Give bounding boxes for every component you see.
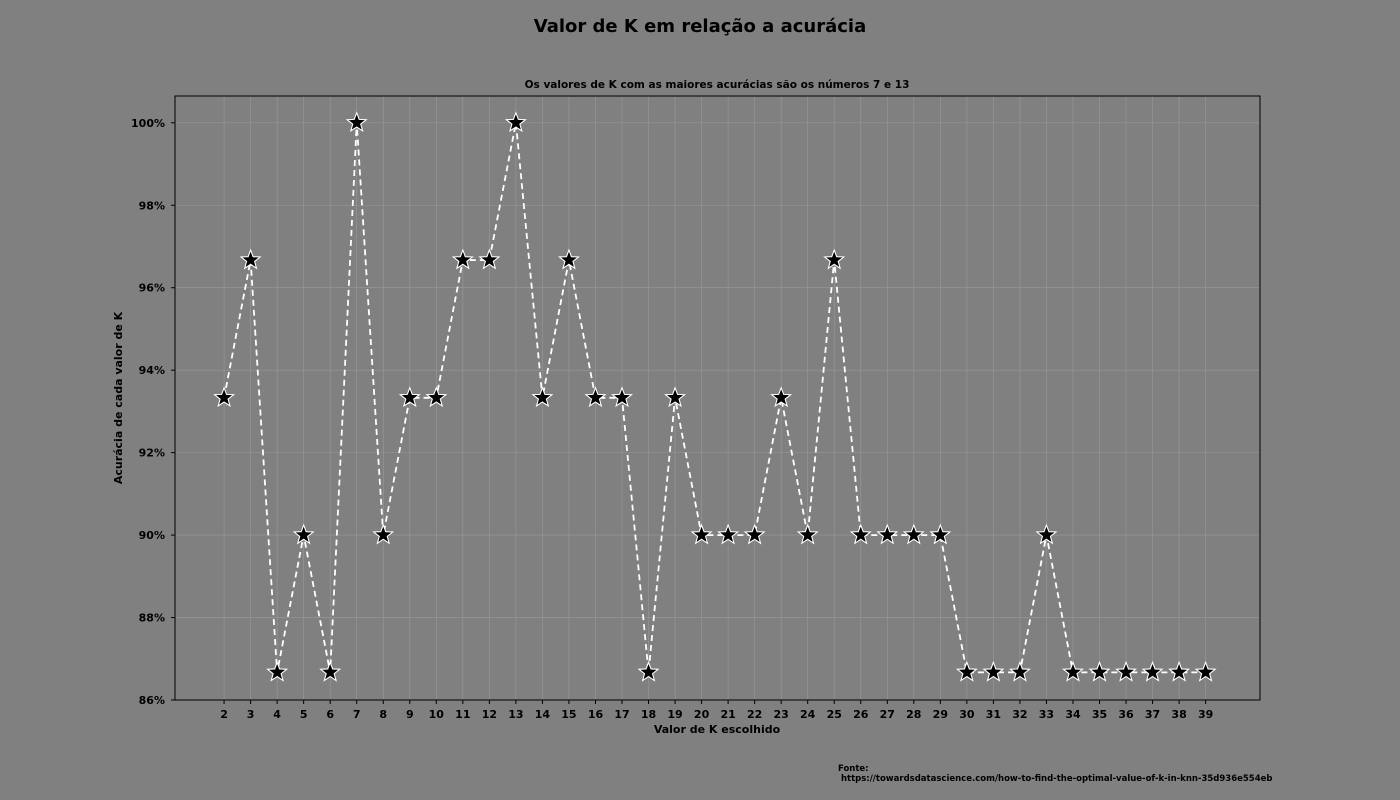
data-point-star <box>1115 660 1138 682</box>
data-point-star <box>849 523 872 545</box>
data-point-star <box>1035 523 1058 545</box>
data-point-star <box>1141 660 1164 682</box>
data-point-star <box>690 523 713 545</box>
x-tick-label: 6 <box>326 708 334 721</box>
data-point-star <box>504 111 527 133</box>
x-tick-label: 23 <box>774 708 789 721</box>
data-point-star <box>743 523 766 545</box>
data-point-star <box>1168 660 1191 682</box>
x-tick-label: 15 <box>561 708 576 721</box>
data-point-star <box>425 386 448 408</box>
data-point-star <box>398 386 421 408</box>
data-point-star <box>1194 660 1217 682</box>
data-point-star <box>213 386 236 408</box>
x-tick-label: 26 <box>853 708 869 721</box>
data-point-star <box>717 523 740 545</box>
x-tick-label: 7 <box>353 708 361 721</box>
x-tick-label: 30 <box>959 708 975 721</box>
x-tick-label: 12 <box>482 708 497 721</box>
data-point-star <box>584 386 607 408</box>
x-tick-label: 25 <box>827 708 842 721</box>
data-point-star <box>664 386 687 408</box>
y-tick-label: 96% <box>139 282 165 295</box>
data-point-star <box>796 523 819 545</box>
x-tick-label: 28 <box>906 708 921 721</box>
x-tick-label: 36 <box>1118 708 1134 721</box>
x-tick-label: 21 <box>720 708 735 721</box>
x-tick-label: 20 <box>694 708 710 721</box>
y-tick-label: 92% <box>139 447 165 460</box>
x-tick-label: 27 <box>880 708 895 721</box>
x-tick-label: 14 <box>535 708 551 721</box>
grid-lines <box>175 96 1260 701</box>
data-point-star <box>319 660 342 682</box>
data-point-star <box>770 386 793 408</box>
y-axis-label: Acurácia de cada valor de K <box>112 311 125 484</box>
x-tick-label: 31 <box>986 708 1001 721</box>
data-point-star <box>876 523 899 545</box>
x-tick-label: 19 <box>667 708 682 721</box>
y-tick-label: 100% <box>131 117 165 130</box>
data-point-star <box>823 248 846 270</box>
y-tick-label: 86% <box>139 694 165 707</box>
data-point-star <box>955 660 978 682</box>
x-tick-label: 3 <box>247 708 255 721</box>
plot-area-frame <box>174 95 1261 701</box>
data-point-star <box>478 248 501 270</box>
x-tick-label: 24 <box>800 708 816 721</box>
x-tick-label: 37 <box>1145 708 1160 721</box>
x-tick-label: 32 <box>1012 708 1027 721</box>
x-tick-label: 18 <box>641 708 656 721</box>
x-tick-label: 17 <box>614 708 629 721</box>
data-point-star <box>982 660 1005 682</box>
data-point-star <box>372 523 395 545</box>
x-tick-label: 5 <box>300 708 308 721</box>
data-point-star <box>266 660 289 682</box>
source-url[interactable]: https://towardsdatascience.com/how-to-fi… <box>840 774 1273 784</box>
accuracy-markers <box>213 111 1217 682</box>
data-point-star <box>451 248 474 270</box>
chart-subtitle: Os valores de K com as maiores acurácias… <box>525 79 910 91</box>
x-axis-ticks: 2 3 4 5 6 7 8 9 10 11 12 13 14 15 16 17 18 19 20 21 22 23 24 25… <box>220 700 1213 721</box>
x-tick-label: 13 <box>508 708 523 721</box>
data-point-star <box>610 386 634 408</box>
source-note: Fonte: https://towardsdatascience.com/ho… <box>838 764 1272 784</box>
data-point-star <box>345 111 368 133</box>
data-point-star <box>929 523 952 545</box>
x-tick-label: 2 <box>220 708 228 721</box>
x-axis-label: Valor de K escolhido <box>654 723 781 736</box>
data-point-star <box>531 386 554 408</box>
x-tick-label: 34 <box>1065 708 1081 721</box>
data-point-star <box>292 523 315 545</box>
data-point-star <box>902 523 925 545</box>
data-point-star <box>1088 660 1111 682</box>
x-tick-label: 33 <box>1039 708 1054 721</box>
chart-title: Valor de K em relação a acurácia <box>534 16 866 37</box>
x-tick-label: 16 <box>588 708 604 721</box>
y-tick-label: 90% <box>139 529 165 542</box>
y-axis-ticks: 86% 88% 90% 92% 94% 96% 98% 100% <box>131 117 175 707</box>
x-tick-label: 22 <box>747 708 762 721</box>
data-point-star <box>1061 660 1084 682</box>
data-point-star <box>239 248 262 270</box>
y-tick-label: 94% <box>139 364 165 377</box>
data-point-star <box>1008 660 1031 682</box>
x-tick-label: 4 <box>273 708 281 721</box>
data-point-star <box>637 660 660 682</box>
x-tick-label: 39 <box>1198 708 1213 721</box>
y-tick-label: 88% <box>139 612 165 625</box>
x-tick-label: 9 <box>406 708 414 721</box>
y-tick-label: 98% <box>139 199 165 212</box>
x-tick-label: 10 <box>429 708 445 721</box>
x-tick-label: 29 <box>933 708 948 721</box>
x-tick-label: 8 <box>379 708 387 721</box>
x-tick-label: 11 <box>455 708 470 721</box>
x-tick-label: 38 <box>1171 708 1186 721</box>
source-label: Fonte: <box>838 764 869 774</box>
data-point-star <box>557 248 580 270</box>
x-tick-label: 35 <box>1092 708 1107 721</box>
